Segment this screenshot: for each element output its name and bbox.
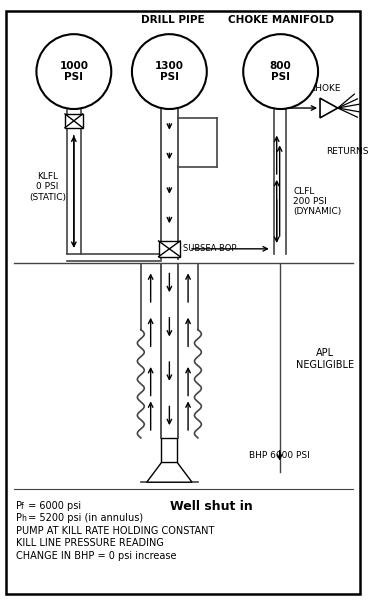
Text: SUBSEA BOP: SUBSEA BOP bbox=[183, 244, 237, 253]
Text: h: h bbox=[21, 514, 26, 523]
Text: RETURNS: RETURNS bbox=[326, 148, 369, 157]
Circle shape bbox=[132, 34, 207, 109]
Text: 1000
PSI: 1000 PSI bbox=[60, 60, 89, 82]
Text: DRILL PIPE: DRILL PIPE bbox=[141, 15, 204, 25]
Polygon shape bbox=[320, 98, 338, 118]
Text: P: P bbox=[16, 501, 22, 511]
Text: 800
PSI: 800 PSI bbox=[270, 60, 292, 82]
Bar bbox=[158, 241, 180, 257]
Text: = 5200 psi (in annulus): = 5200 psi (in annulus) bbox=[25, 512, 143, 523]
Circle shape bbox=[243, 34, 318, 109]
Text: KLFL
0 PSI
(STATIC): KLFL 0 PSI (STATIC) bbox=[29, 172, 66, 201]
Text: CHOKE MANIFOLD: CHOKE MANIFOLD bbox=[228, 15, 334, 25]
Text: = 6000 psi: = 6000 psi bbox=[25, 501, 81, 511]
Bar bbox=[65, 114, 83, 128]
Polygon shape bbox=[147, 462, 192, 482]
Text: Well shut in: Well shut in bbox=[170, 500, 253, 513]
Text: 1300
PSI: 1300 PSI bbox=[155, 60, 184, 82]
Text: P: P bbox=[16, 512, 22, 523]
Text: KILL LINE PRESSURE READING: KILL LINE PRESSURE READING bbox=[16, 538, 164, 548]
Text: PUMP AT KILL RATE HOLDING CONSTANT: PUMP AT KILL RATE HOLDING CONSTANT bbox=[16, 526, 214, 535]
Text: CHANGE IN BHP = 0 psi increase: CHANGE IN BHP = 0 psi increase bbox=[16, 551, 176, 561]
Text: BHP 6000 PSI: BHP 6000 PSI bbox=[249, 451, 310, 460]
Text: f: f bbox=[21, 502, 24, 511]
Bar bbox=[161, 438, 177, 462]
Text: CLFL
200 PSI
(DYNAMIC): CLFL 200 PSI (DYNAMIC) bbox=[294, 187, 342, 217]
Circle shape bbox=[36, 34, 111, 109]
Text: APL
NEGLIGIBLE: APL NEGLIGIBLE bbox=[296, 348, 354, 370]
Text: CHOKE: CHOKE bbox=[309, 84, 341, 93]
